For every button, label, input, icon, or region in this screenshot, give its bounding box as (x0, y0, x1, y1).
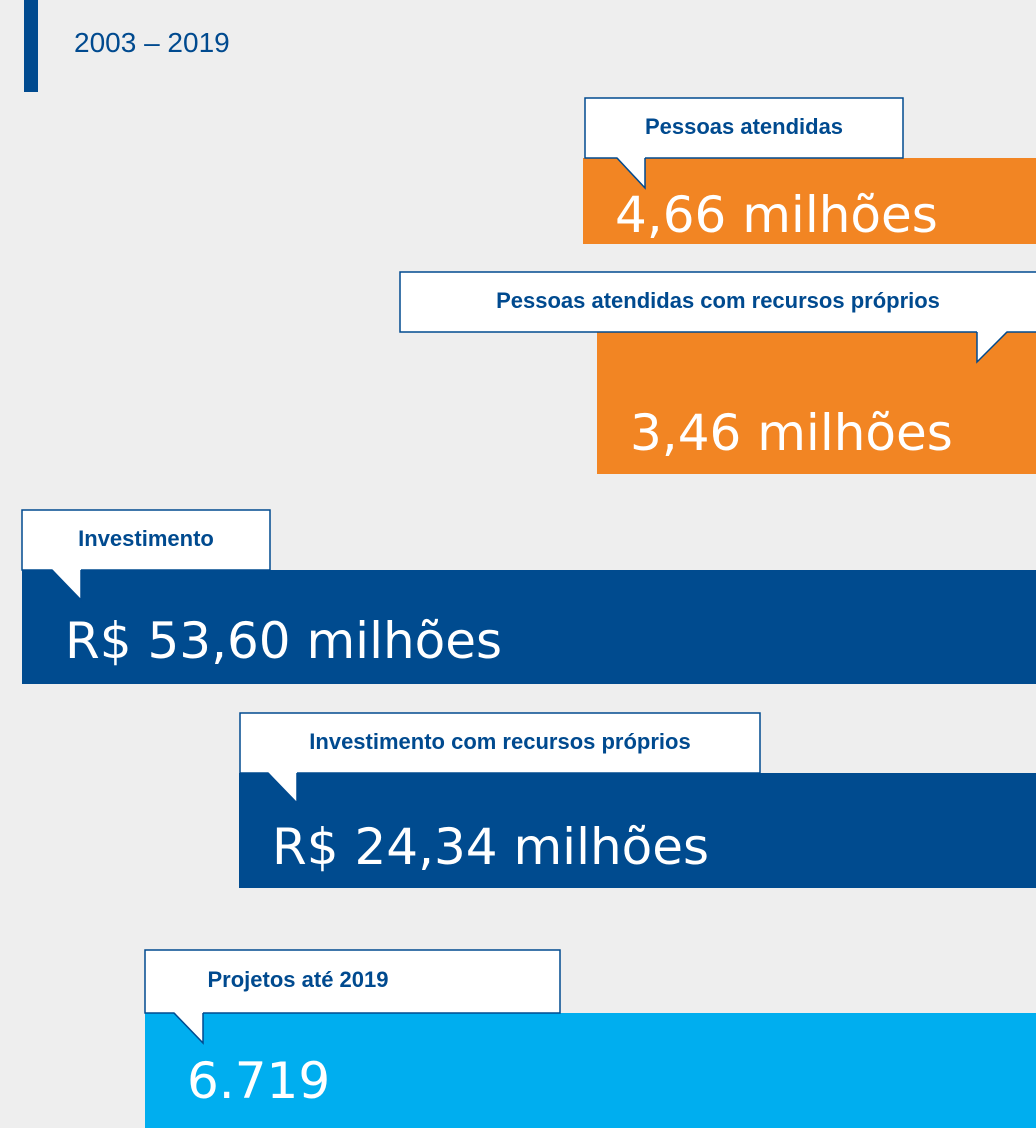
value-panel (239, 773, 1036, 888)
value: 4,66 milhões (615, 186, 938, 244)
value-panel (145, 1013, 1036, 1128)
callout-tail-line (976, 331, 1008, 364)
label-box (584, 97, 904, 159)
value: R$ 53,60 milhões (65, 612, 502, 670)
value: 6.719 (187, 1052, 330, 1110)
value-panel (583, 158, 1036, 244)
value-panel (22, 570, 1036, 684)
period: 2003 – 2019 (74, 27, 230, 58)
value: 3,46 milhões (630, 404, 953, 462)
accent-bar (24, 0, 38, 92)
label: Investimento (78, 526, 214, 551)
label: Pessoas atendidas (645, 114, 843, 139)
label-box (399, 271, 1036, 333)
label: Pessoas atendidas com recursos próprios (496, 288, 940, 313)
callout-tail-line (51, 569, 82, 602)
label-box (239, 712, 761, 774)
label-box (144, 949, 561, 1014)
label: Projetos até 2019 (208, 967, 389, 992)
label-box (21, 509, 271, 571)
callout-tail-line (173, 1012, 204, 1045)
label: Investimento com recursos próprios (309, 729, 690, 754)
value-panel (597, 332, 1036, 474)
callout-tail-line (616, 157, 646, 190)
callout-tail-line (267, 772, 298, 805)
value: R$ 24,34 milhões (272, 818, 709, 876)
